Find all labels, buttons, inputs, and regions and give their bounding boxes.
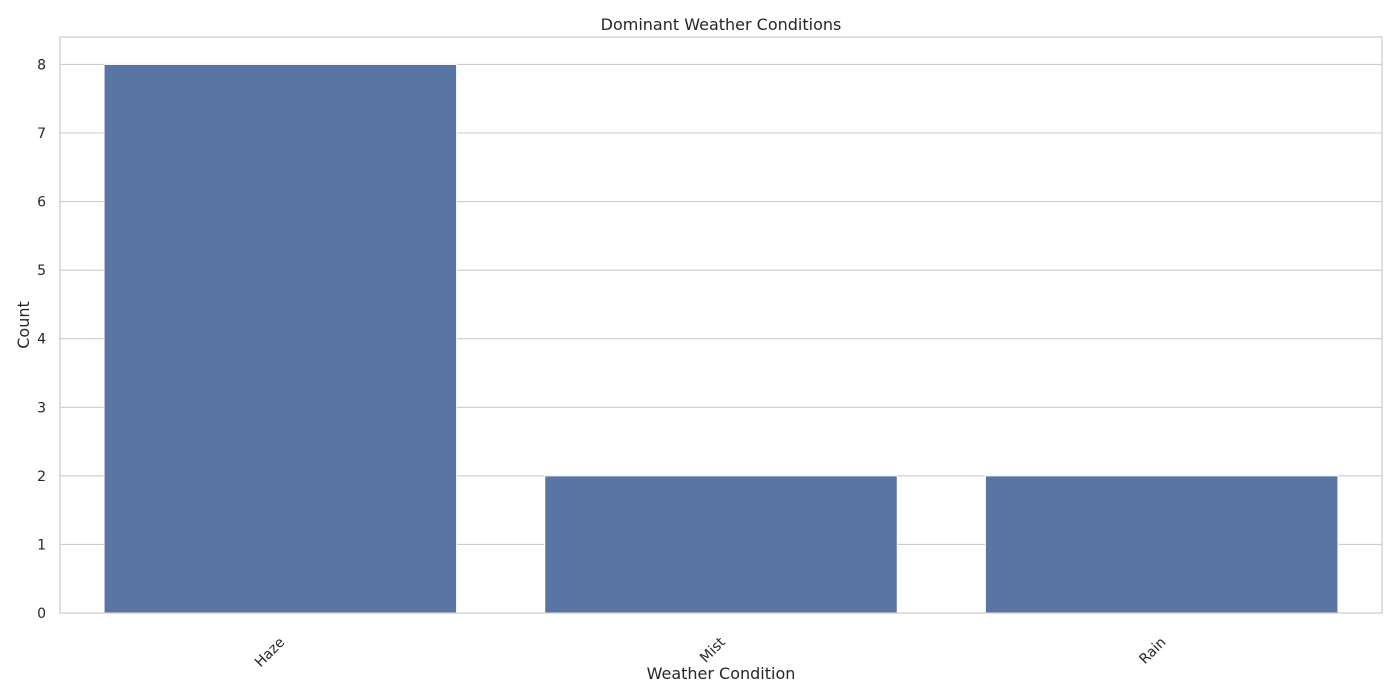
- y-axis-label: Count: [14, 301, 33, 349]
- x-tick-label: Rain: [1136, 635, 1169, 668]
- plot-frame: [59, 36, 1383, 614]
- y-tick-label: 8: [37, 57, 46, 73]
- bar-haze: [103, 63, 458, 614]
- bars: [103, 63, 1339, 614]
- chart-title: Dominant Weather Conditions: [601, 15, 842, 34]
- y-tick-label: 2: [37, 469, 46, 485]
- x-tick-label: Haze: [252, 635, 288, 671]
- y-tick-label: 6: [37, 195, 46, 211]
- x-axis-label: Weather Condition: [647, 664, 796, 683]
- x-tick-label: Mist: [697, 634, 729, 666]
- y-tick-label: 7: [37, 126, 46, 142]
- y-tick-labels: 0 1 2 3 4 5 6 7 8: [37, 57, 46, 622]
- y-tick-label: 1: [37, 537, 46, 553]
- bar-mist: [544, 475, 898, 614]
- y-tick-label: 5: [37, 263, 46, 279]
- y-tick-label: 4: [37, 332, 46, 348]
- bar-rain: [984, 475, 1339, 614]
- y-tick-label: 3: [37, 400, 46, 416]
- axes-frame: [59, 36, 1383, 614]
- y-tick-label: 0: [37, 606, 46, 622]
